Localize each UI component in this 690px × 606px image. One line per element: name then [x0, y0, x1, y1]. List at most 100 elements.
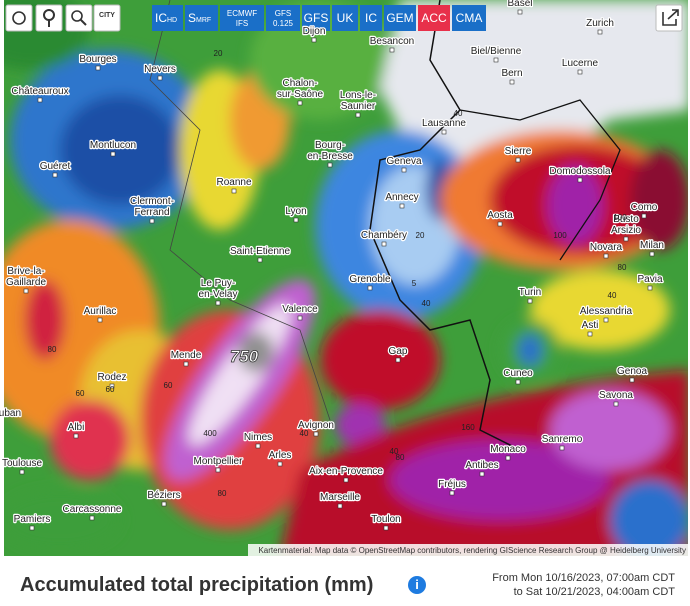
city-label: Montpellier: [194, 456, 244, 467]
city-dot: [110, 151, 116, 157]
city-dot: [647, 285, 653, 291]
city-label: Nimes: [244, 432, 272, 443]
city-label: Zurich: [586, 18, 614, 29]
tool-button[interactable]: [5, 4, 33, 32]
city-label: sur-Saône: [277, 89, 324, 100]
city-dot: [215, 300, 221, 306]
city-dot: [19, 469, 25, 475]
city-dot: [293, 217, 299, 223]
city-label: Carcassonne: [63, 504, 122, 515]
model-button[interactable]: [384, 5, 416, 31]
city-dot: [89, 515, 95, 521]
city-dot: [367, 285, 373, 291]
city-dot: [183, 361, 189, 367]
city-label: Marseille: [320, 492, 360, 503]
model-button[interactable]: [152, 5, 183, 31]
city-dot: [277, 461, 283, 467]
city-dot: [559, 445, 565, 451]
city-dot: [109, 383, 115, 389]
city-label: Avignon: [298, 420, 334, 431]
city-dot: [23, 288, 29, 294]
model-button[interactable]: [266, 5, 300, 31]
city-dot: [449, 490, 455, 496]
model-button[interactable]: [418, 5, 450, 31]
city-label: Antibes: [465, 460, 498, 471]
city-label: Mende: [171, 350, 202, 361]
model-button[interactable]: [452, 5, 486, 31]
city-label: Grenoble: [349, 274, 391, 285]
model-button[interactable]: [302, 5, 330, 31]
city-label: Ferrand: [134, 207, 169, 218]
city-label: Bern: [501, 68, 522, 79]
city-dot: [257, 257, 263, 263]
city-dot: [381, 241, 387, 247]
city-label: Gaillarde: [6, 277, 46, 288]
city-label: Domodossola: [549, 166, 611, 177]
contour-label: 160: [461, 423, 475, 432]
city-label: Arsizio: [611, 225, 641, 236]
tool-button[interactable]: [93, 4, 121, 32]
city-dot: [149, 218, 155, 224]
city-label: Turin: [519, 287, 541, 298]
contour-label: 80: [396, 453, 405, 462]
date-to: to Sat 10/21/2023, 04:00am CDT: [513, 586, 675, 598]
contour-label: 40: [300, 429, 309, 438]
attribution: Kartenmaterial: Map data © OpenStreetMap…: [258, 546, 686, 555]
city-label: Savona: [599, 390, 633, 401]
city-dot: [613, 401, 619, 407]
contour-label: 100: [613, 213, 627, 222]
tool-button[interactable]: [35, 4, 63, 32]
city-dot: [297, 315, 303, 321]
city-label: Le Puy-: [201, 278, 235, 289]
city-dot: [527, 298, 533, 304]
model-label: CMA: [456, 11, 483, 25]
contour-labels: 7504008060604040202051601001008080804060…: [48, 49, 628, 498]
city-dot: [95, 65, 101, 71]
model-button[interactable]: [360, 5, 382, 31]
share-icon: [662, 9, 679, 26]
city-dot: [623, 236, 629, 242]
city-label: Alessandria: [580, 306, 633, 317]
contour-label: 80: [618, 263, 627, 272]
city-label: Sanremo: [542, 434, 583, 445]
contour-label: 20: [416, 231, 425, 240]
city-label: Geneva: [386, 156, 421, 167]
model-sub: 0.125: [273, 19, 294, 28]
date-from: From Mon 10/16/2023, 07:00am CDT: [492, 572, 675, 584]
city-label: Guéret: [40, 161, 71, 172]
model-label: GEM: [386, 11, 413, 25]
city-dot: [399, 203, 405, 209]
contour-label: 60: [76, 389, 85, 398]
city-label: Toulon: [371, 514, 400, 525]
city-label: Monaco: [490, 444, 526, 455]
city-label: Arles: [269, 450, 292, 461]
attribution-bg: [248, 544, 688, 556]
city-dot: [641, 213, 647, 219]
city-dot: [515, 157, 521, 163]
city-label: Fréjus: [438, 479, 466, 490]
info-button[interactable]: i: [408, 576, 426, 594]
city-dot: [37, 97, 43, 103]
city-label: Lons-le-: [340, 90, 376, 101]
city-dot: [383, 525, 389, 531]
city-label: Châteauroux: [11, 86, 68, 97]
model-button[interactable]: [220, 5, 264, 31]
tool-button[interactable]: [65, 4, 93, 32]
city-dot: [29, 525, 35, 531]
model-button[interactable]: [332, 5, 358, 31]
city-label: Nevers: [144, 64, 176, 75]
model-label: ICHD: [155, 11, 177, 25]
contour-label: 40: [608, 291, 617, 300]
model-button[interactable]: [185, 5, 218, 31]
city-label: Lyon: [285, 206, 306, 217]
city-label: Gap: [389, 346, 408, 357]
city-dot: [343, 477, 349, 483]
city-label: Aix-en-Provence: [309, 466, 383, 477]
city-dot: [401, 167, 407, 173]
city-label: Pavia: [637, 274, 662, 285]
city-dot: [297, 100, 303, 106]
city-label: Chalon-: [282, 78, 317, 89]
city-dot: [73, 433, 79, 439]
city-dot: [509, 79, 515, 85]
city-label: Genoa: [617, 366, 647, 377]
